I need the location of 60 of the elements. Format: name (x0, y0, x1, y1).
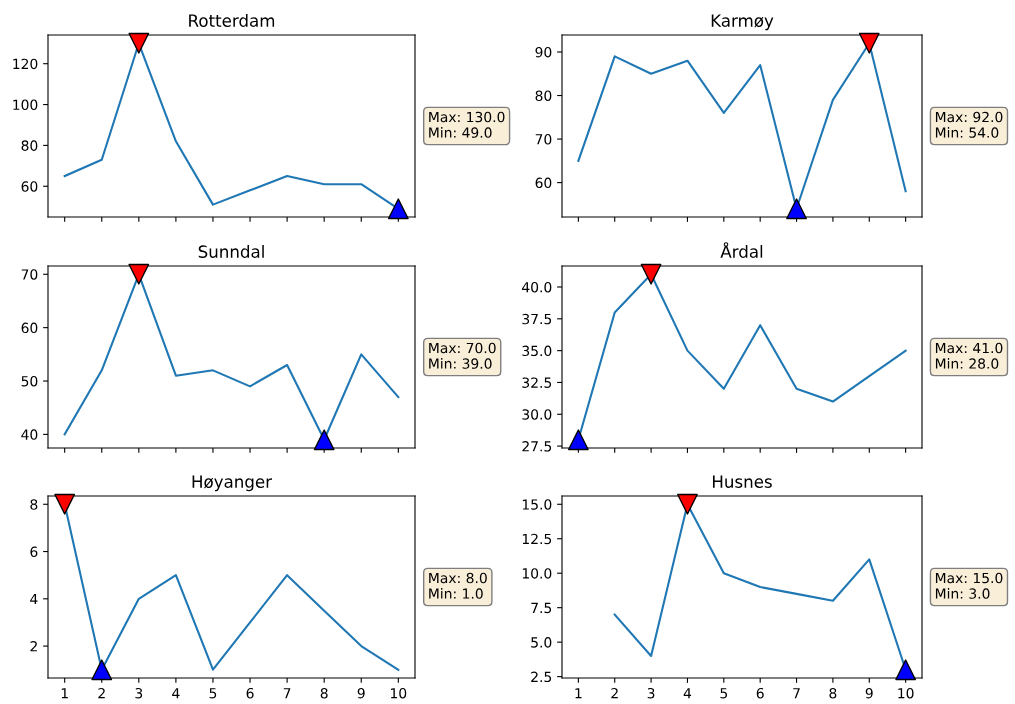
text: Max: 92.0 Min: 54.0 (935, 111, 1003, 138)
y-tick-label: 8 (30, 499, 38, 510)
y-tick-label: 35.0 (522, 345, 552, 357)
y-tick-label: 60 (21, 181, 38, 192)
chart-title: Karmøy (711, 14, 774, 31)
y-tick-label: 37.5 (522, 313, 552, 325)
y-tick-label: 2 (30, 641, 37, 652)
chart-title: Husnes (713, 475, 772, 488)
x-tick-label: 8 (829, 687, 837, 699)
x-tick-label: 3 (647, 687, 655, 699)
y-tick-label: 10.0 (522, 568, 552, 579)
text: Max: 15.0 Min: 3.0 (935, 572, 1003, 599)
text: Max: 70.0 Min: 39.0 (429, 342, 496, 369)
y-tick-label: 5.0 (531, 637, 552, 648)
y-tick-label: 90 (535, 46, 552, 58)
x-tick-label: 7 (283, 688, 291, 699)
x-tick-label: 4 (172, 688, 180, 699)
x-tick-label: 9 (865, 687, 873, 699)
chart-title: Sunndal (198, 245, 264, 258)
y-tick-label: 32.5 (522, 377, 552, 388)
y-tick-label: 7.5 (531, 602, 552, 614)
x-tick-label: 1 (575, 688, 582, 699)
y-tick-label: 100 (13, 99, 38, 111)
y-tick-label: 40.0 (522, 281, 552, 293)
x-tick-label: 2 (98, 687, 105, 699)
y-tick-label: 4 (30, 593, 38, 605)
y-tick-label: 6 (30, 546, 38, 558)
x-tick-label: 10 (898, 687, 914, 699)
y-tick-label: 30.0 (522, 409, 552, 420)
x-tick-label: 2 (611, 687, 618, 699)
y-tick-label: 120 (13, 58, 38, 70)
x-tick-label: 6 (246, 687, 254, 699)
x-tick-label: 4 (683, 688, 692, 699)
x-tick-label: 7 (793, 688, 800, 699)
y-tick-label: 40 (21, 429, 38, 440)
chart-title: Høyanger (192, 475, 273, 492)
y-tick-label: 60 (535, 177, 552, 189)
x-tick-label: 8 (320, 687, 328, 699)
text: Max: 41.0 Min: 28.0 (935, 342, 1003, 369)
y-tick-label: 70 (21, 269, 38, 280)
x-tick-label: 3 (135, 687, 143, 699)
x-tick-label: 6 (756, 687, 764, 699)
y-tick-label: 15.0 (522, 499, 552, 510)
y-tick-label: 60 (21, 322, 38, 334)
text: Max: 8.0 Min: 1.0 (429, 572, 487, 599)
y-tick-label: 12.5 (522, 533, 552, 545)
y-tick-label: 70 (535, 134, 552, 145)
y-tick-label: 80 (21, 140, 38, 151)
x-tick-label: 10 (391, 687, 407, 699)
y-tick-label: 27.5 (522, 441, 552, 452)
y-tick-label: 2.5 (531, 671, 552, 683)
x-tick-label: 5 (720, 688, 728, 699)
chart-title: Rotterdam (189, 14, 275, 27)
chart-title: Årdal (720, 242, 763, 258)
y-tick-label: 50 (21, 375, 38, 387)
x-tick-label: 9 (357, 687, 365, 699)
text: Max: 130.0 Min: 49.0 (429, 111, 505, 138)
x-tick-label: 1 (61, 688, 68, 699)
x-tick-label: 5 (209, 688, 217, 699)
y-tick-label: 80 (535, 90, 552, 101)
